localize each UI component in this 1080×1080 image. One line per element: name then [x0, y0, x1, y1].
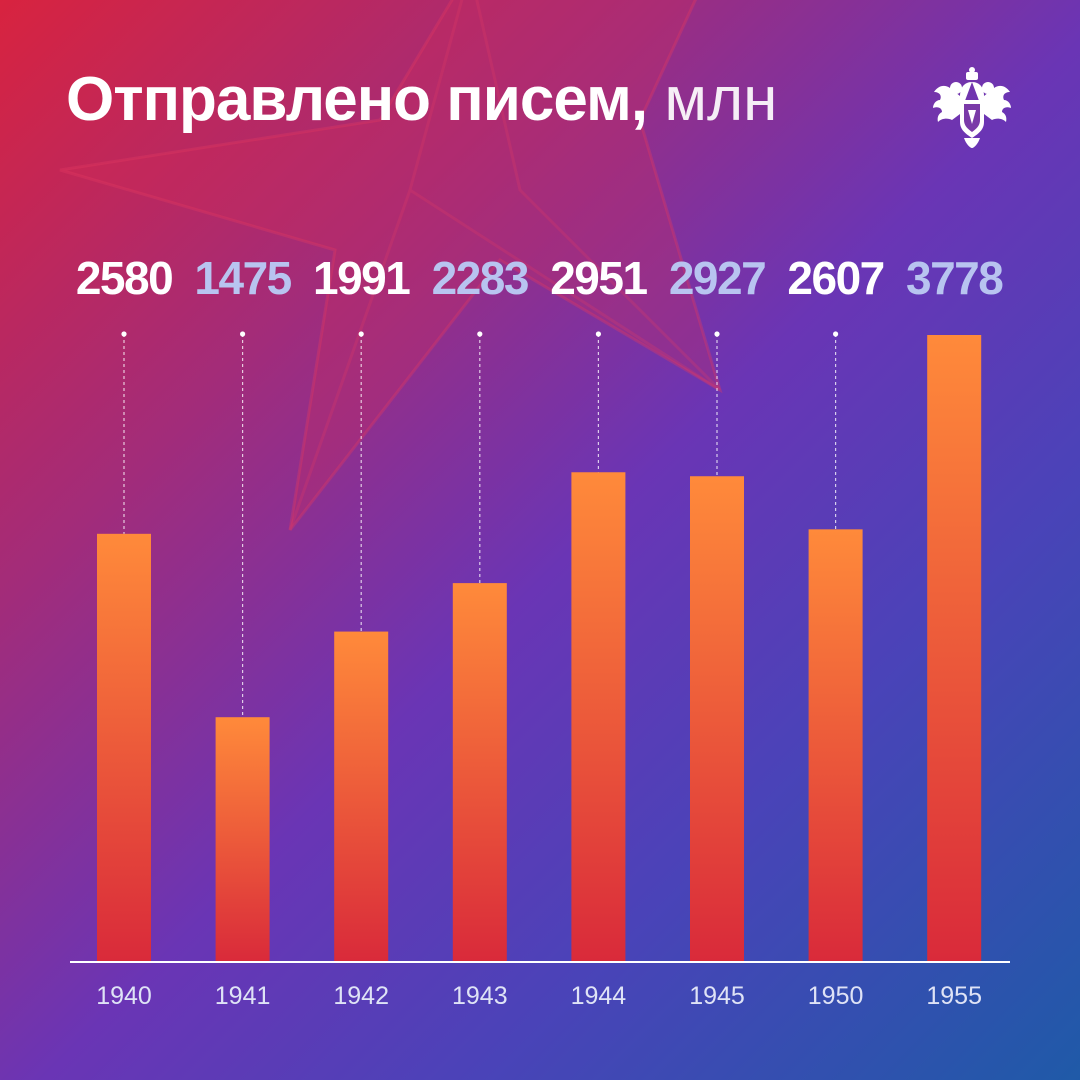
value-label-1950: 2607	[787, 252, 883, 304]
leader-dot-1945	[714, 331, 720, 337]
year-label-1944: 1944	[571, 982, 627, 1010]
leader-dot-1942	[358, 331, 364, 337]
bar-1945	[690, 476, 744, 962]
year-label-1940: 1940	[96, 982, 152, 1010]
value-label-1945: 2927	[669, 252, 765, 304]
leader-dot-1940	[121, 331, 127, 337]
chart-title-unit: млн	[664, 65, 778, 134]
value-label-1942: 1991	[313, 252, 410, 304]
year-label-1950: 1950	[808, 982, 864, 1010]
leader-dot-1950	[833, 331, 839, 337]
bar-1941	[215, 717, 270, 962]
bar-1942	[334, 631, 389, 962]
bar-1955	[927, 335, 982, 962]
bar-1950	[808, 529, 863, 962]
value-label-1940: 2580	[76, 252, 172, 304]
year-label-1945: 1945	[689, 982, 745, 1010]
bar-1943	[452, 583, 507, 962]
year-label-1955: 1955	[926, 982, 982, 1010]
leader-dot-1944	[595, 331, 602, 337]
double-headed-eagle-emblem-icon	[933, 67, 1011, 148]
bar-1940	[97, 533, 151, 962]
year-label-1942: 1942	[333, 982, 389, 1010]
year-label-1943: 1943	[452, 982, 508, 1010]
value-label-1941: 1475	[194, 252, 291, 304]
chart-title: Отправлено писем, млн	[66, 62, 777, 138]
leader-dot-1943	[477, 331, 483, 337]
value-label-1955: 3778	[906, 252, 1003, 304]
year-label-1941: 1941	[215, 982, 271, 1010]
leader-dot-1941	[240, 331, 246, 337]
chart-title-main: Отправлено писем,	[66, 65, 648, 134]
value-label-1943: 2283	[432, 252, 528, 304]
value-label-1944: 2951	[550, 252, 647, 304]
bar-1944	[571, 472, 626, 962]
